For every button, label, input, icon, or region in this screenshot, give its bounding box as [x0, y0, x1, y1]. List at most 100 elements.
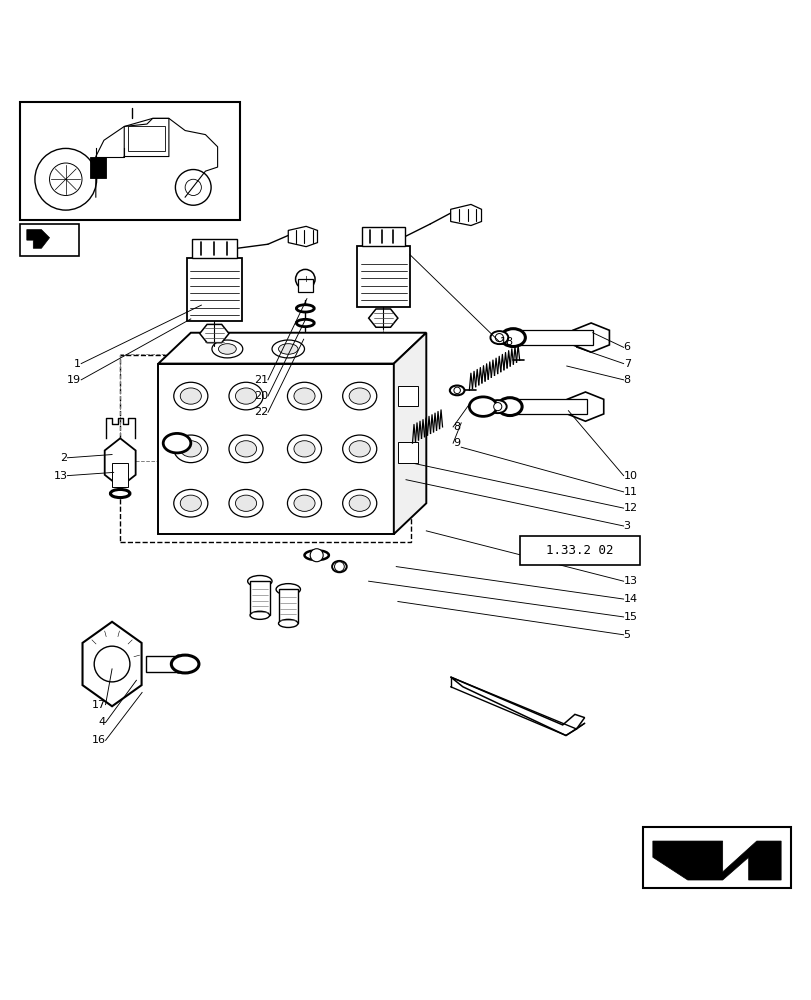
Ellipse shape [272, 340, 304, 358]
Ellipse shape [294, 388, 315, 404]
Ellipse shape [349, 495, 370, 511]
Ellipse shape [278, 619, 298, 627]
Ellipse shape [163, 433, 191, 453]
Bar [191, 239, 237, 258]
Text: 7: 7 [623, 359, 630, 369]
Ellipse shape [174, 382, 208, 410]
Bar [250, 581, 269, 615]
Circle shape [310, 549, 323, 562]
Polygon shape [27, 230, 49, 248]
Ellipse shape [235, 388, 256, 404]
Text: 16: 16 [92, 735, 105, 745]
Ellipse shape [247, 576, 272, 587]
Ellipse shape [287, 435, 321, 463]
Bar [20, 224, 79, 256]
Bar [642, 827, 790, 888]
Ellipse shape [174, 489, 208, 517]
Text: 8: 8 [453, 422, 460, 432]
Text: 20: 20 [254, 391, 268, 401]
Text: 12: 12 [623, 503, 637, 513]
Ellipse shape [296, 319, 314, 327]
Circle shape [334, 562, 344, 571]
Ellipse shape [229, 489, 263, 517]
Bar [362, 227, 405, 246]
Ellipse shape [235, 441, 256, 457]
Ellipse shape [349, 441, 370, 457]
Ellipse shape [212, 340, 242, 358]
Text: 13: 13 [54, 471, 67, 481]
Bar [397, 442, 418, 463]
Text: 1: 1 [74, 359, 81, 369]
Ellipse shape [180, 441, 201, 457]
Polygon shape [566, 392, 603, 421]
Text: 17: 17 [92, 700, 105, 710]
Ellipse shape [342, 382, 376, 410]
Ellipse shape [250, 611, 269, 619]
Circle shape [295, 269, 315, 289]
Text: 6: 6 [623, 342, 630, 352]
Text: +: + [302, 275, 308, 284]
Polygon shape [288, 226, 317, 247]
Circle shape [35, 148, 97, 210]
Circle shape [49, 163, 82, 196]
Ellipse shape [332, 561, 346, 572]
Text: 5: 5 [623, 630, 630, 640]
Text: 14: 14 [623, 594, 637, 604]
Ellipse shape [449, 386, 464, 395]
Ellipse shape [294, 495, 315, 511]
Bar [158, 364, 393, 534]
Ellipse shape [174, 655, 183, 673]
Ellipse shape [235, 495, 256, 511]
Ellipse shape [276, 584, 300, 595]
Ellipse shape [229, 435, 263, 463]
Text: 18: 18 [499, 337, 513, 347]
Bar [20, 102, 239, 220]
Circle shape [493, 403, 501, 411]
Circle shape [94, 646, 130, 682]
Ellipse shape [171, 655, 199, 673]
Bar [187, 258, 242, 321]
Text: 3: 3 [623, 521, 630, 531]
Bar [120, 355, 410, 542]
Polygon shape [572, 323, 609, 352]
Ellipse shape [296, 305, 314, 312]
Circle shape [495, 334, 503, 342]
Bar [357, 246, 410, 307]
Ellipse shape [278, 344, 298, 354]
Circle shape [453, 387, 460, 394]
Ellipse shape [304, 550, 328, 560]
Bar [278, 589, 298, 623]
Text: 10: 10 [623, 471, 637, 481]
Polygon shape [652, 841, 780, 880]
Ellipse shape [287, 489, 321, 517]
Polygon shape [393, 333, 426, 534]
Ellipse shape [229, 382, 263, 410]
Ellipse shape [287, 382, 321, 410]
Bar [517, 399, 586, 414]
Polygon shape [105, 438, 135, 487]
Text: 21: 21 [254, 375, 268, 385]
Polygon shape [200, 324, 229, 343]
Ellipse shape [469, 397, 496, 416]
Ellipse shape [294, 441, 315, 457]
Ellipse shape [488, 400, 506, 413]
Text: 11: 11 [623, 487, 637, 497]
Bar [519, 536, 639, 565]
Bar [519, 330, 592, 345]
Ellipse shape [180, 388, 201, 404]
Polygon shape [158, 333, 426, 364]
Polygon shape [368, 309, 397, 327]
Ellipse shape [490, 331, 508, 344]
Text: 19: 19 [67, 375, 81, 385]
Bar [128, 126, 165, 151]
Ellipse shape [180, 495, 201, 511]
Text: 15: 15 [623, 612, 637, 622]
Bar [146, 656, 178, 672]
Text: 22: 22 [253, 407, 268, 417]
Bar [112, 463, 128, 487]
Text: 13: 13 [623, 576, 637, 586]
Text: 4: 4 [98, 717, 105, 727]
Text: 2: 2 [60, 453, 67, 463]
Circle shape [175, 170, 211, 205]
Ellipse shape [174, 435, 208, 463]
